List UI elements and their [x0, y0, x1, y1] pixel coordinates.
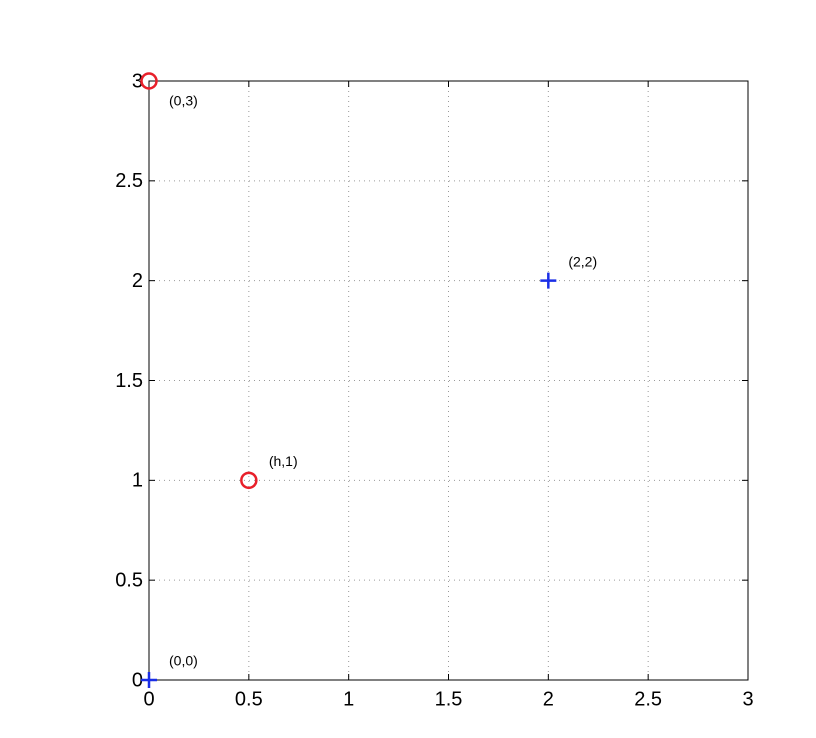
x-tick-label: 1: [343, 688, 354, 710]
y-tick-label: 1: [132, 470, 143, 492]
x-tick-label: 2.5: [634, 688, 662, 710]
x-tick-label: 3: [742, 688, 753, 710]
point-label: (2,2): [568, 253, 597, 269]
point: [540, 272, 557, 289]
x-tick-label: 0.5: [235, 688, 263, 710]
y-tick-label: 3: [132, 70, 143, 92]
y-tick-label: 0.5: [115, 569, 143, 591]
y-tick-label: 2.5: [115, 170, 143, 192]
y-tick-label: 1.5: [115, 370, 143, 392]
point: [141, 672, 157, 688]
point: [140, 72, 158, 90]
plot-frame: [148, 80, 749, 681]
point: [240, 471, 258, 490]
point-label: (0,0): [169, 653, 198, 669]
x-tick-label: 1.5: [435, 688, 463, 710]
x-tick-label: 2: [543, 688, 554, 710]
y-tick-label: 2: [132, 270, 143, 292]
point-label: (0,3): [169, 93, 198, 109]
x-tick-label: 0: [143, 688, 154, 710]
point-label: (h,1): [269, 453, 298, 469]
y-tick-label: 0: [132, 669, 143, 691]
